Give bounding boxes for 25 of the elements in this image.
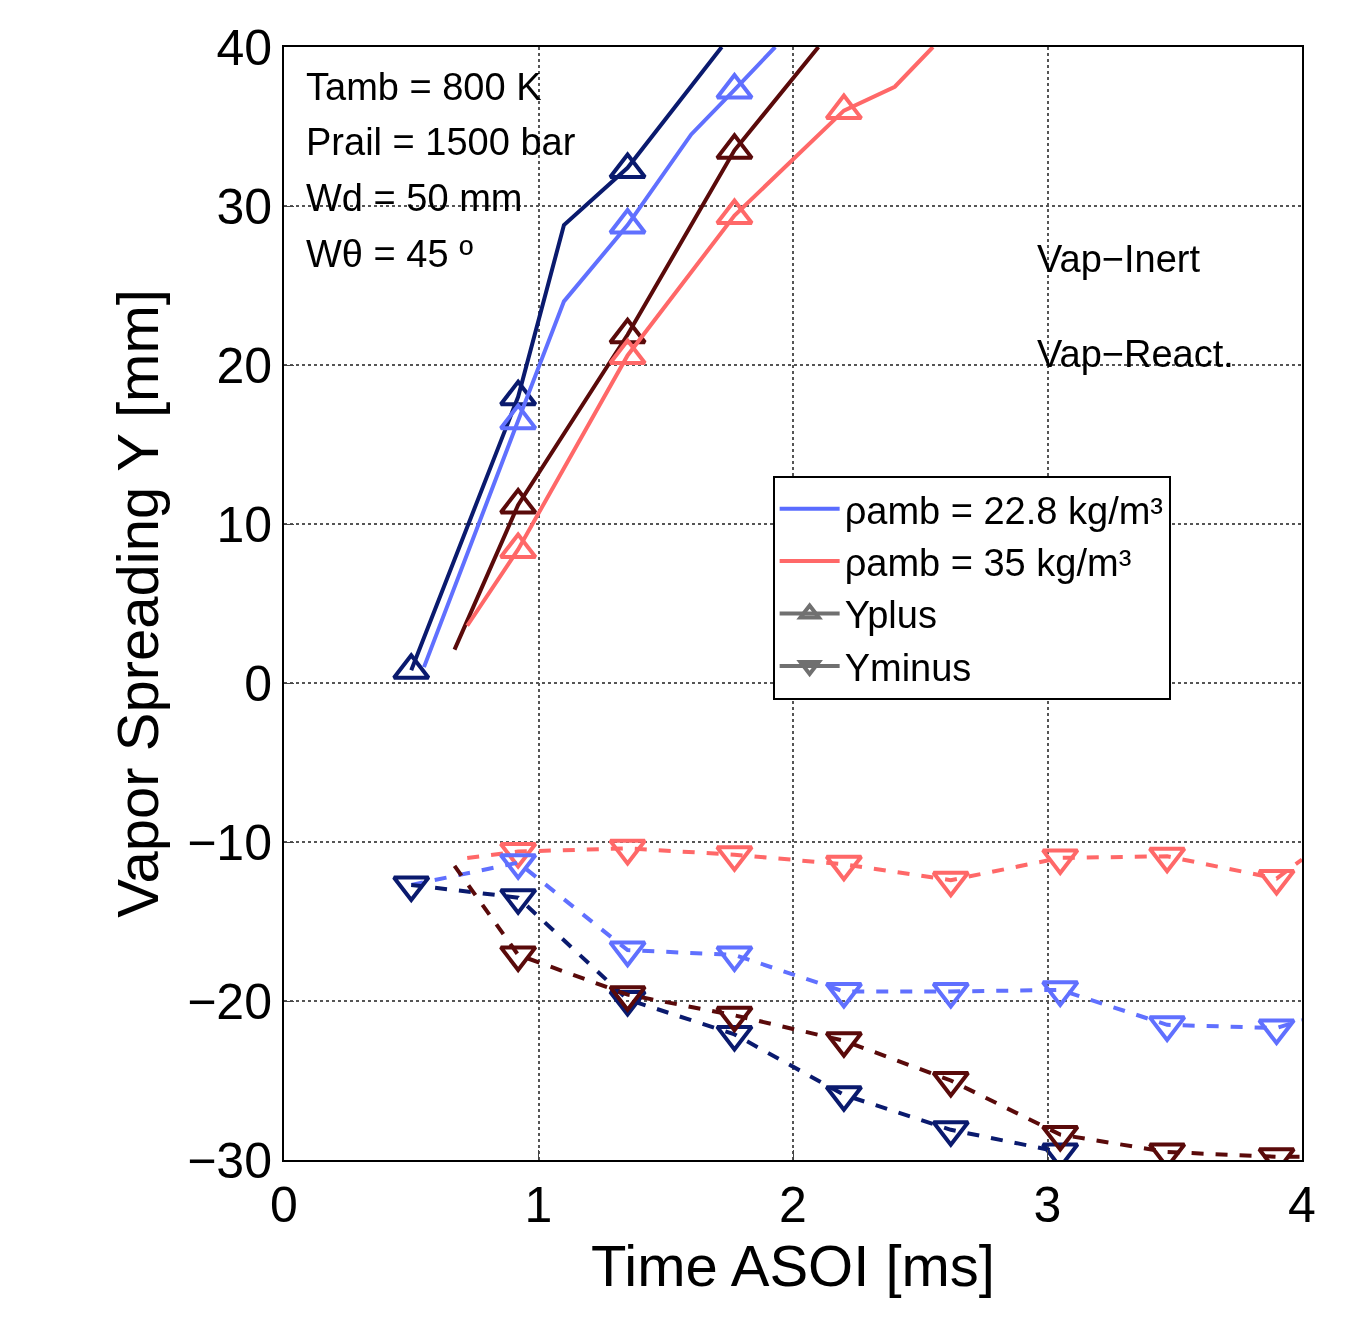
y-tick-label: 0	[244, 655, 272, 712]
y-tick-label: −10	[187, 814, 272, 871]
x-tick-label: 4	[1288, 1177, 1316, 1233]
x-tick-label: 3	[1033, 1177, 1062, 1233]
y-tick-label: 20	[216, 337, 272, 394]
line-series	[452, 863, 1302, 1160]
legend-label: ρamb = 35 kg/m³	[844, 541, 1132, 584]
annotation: Tamb = 800 K	[306, 66, 542, 108]
y-tick-label: −30	[187, 1132, 272, 1189]
x-tick-label: 1	[524, 1177, 553, 1233]
legend-label: ρamb = 22.8 kg/m³	[844, 489, 1164, 532]
annotation: Wθ = 45 º	[306, 233, 474, 275]
y-tick-label: 30	[216, 178, 272, 235]
x-axis-title: Time ASOI [ms]	[591, 1233, 995, 1298]
annotation: Vap−Inert	[1037, 238, 1201, 280]
annotation: Wd = 50 mm	[306, 177, 523, 219]
legend-label: Yminus	[844, 646, 972, 689]
y-tick-label: 40	[216, 19, 272, 76]
annotation: Prail = 1500 bar	[306, 121, 576, 163]
y-axis-title: Vapor Spreading Y [mm]	[104, 289, 170, 918]
legend-label: Yplus	[844, 594, 937, 637]
annotation: Vap−React.	[1037, 333, 1234, 375]
y-tick-label: −20	[187, 973, 272, 1030]
x-tick-label: 2	[779, 1177, 807, 1233]
y-tick-label: 10	[216, 496, 272, 553]
